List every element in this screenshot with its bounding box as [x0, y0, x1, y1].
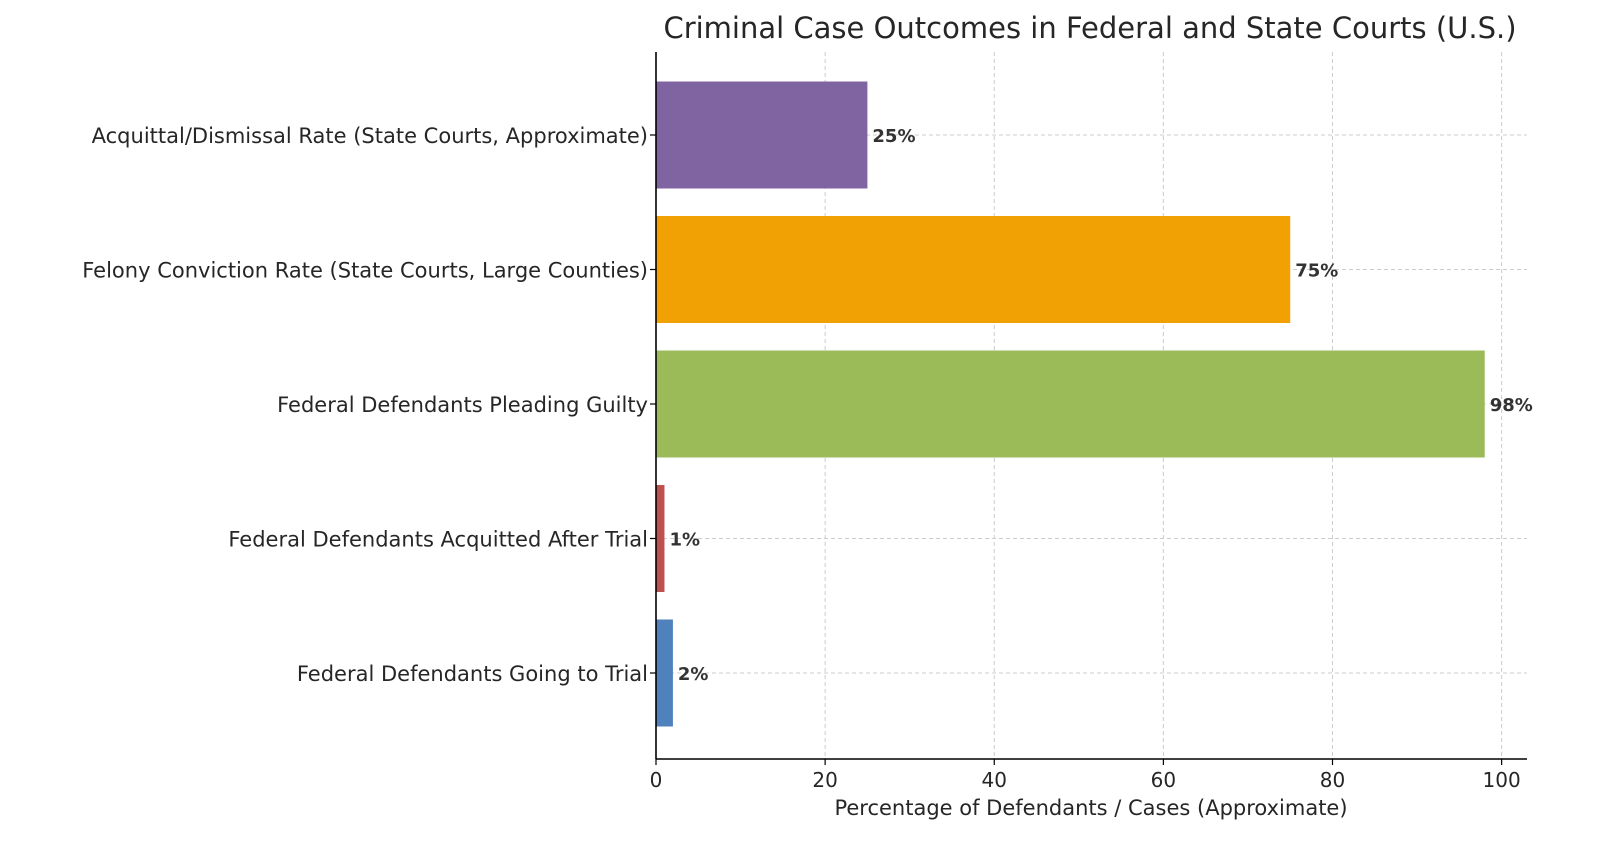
- bar: [656, 485, 665, 592]
- x-tick-label: 0: [650, 768, 663, 792]
- x-axis-ticks: 0 20 40 60 80 100: [650, 759, 1521, 792]
- bar: [656, 350, 1485, 458]
- bar: [656, 619, 673, 727]
- y-tick-label: Federal Defendants Acquitted After Trial: [228, 528, 648, 552]
- y-tick-label: Felony Conviction Rate (State Courts, La…: [82, 259, 648, 283]
- bar: [656, 216, 1291, 323]
- y-tick-label: Federal Defendants Pleading Guilty: [277, 393, 648, 417]
- x-axis-label: Percentage of Defendants / Cases (Approx…: [834, 796, 1347, 820]
- y-tick-label: Acquittal/Dismissal Rate (State Courts, …: [92, 124, 648, 148]
- data-label: 1%: [669, 530, 700, 551]
- x-tick-label: 40: [982, 768, 1007, 792]
- x-tick-label: 80: [1320, 768, 1345, 792]
- x-tick-label: 20: [812, 768, 837, 792]
- data-label: 75%: [1295, 261, 1338, 282]
- x-tick-label: 60: [1151, 768, 1176, 792]
- bar: [656, 81, 868, 189]
- bars: [656, 81, 1485, 727]
- chart-title: Criminal Case Outcomes in Federal and St…: [663, 11, 1516, 45]
- data-label: 25%: [872, 126, 915, 147]
- data-label: 98%: [1490, 395, 1533, 416]
- data-labels: 2% 1% 98% 75% 25%: [669, 126, 1532, 685]
- y-axis-ticks: Federal Defendants Going to Trial Federal…: [82, 124, 656, 686]
- y-tick-label: Federal Defendants Going to Trial: [297, 662, 648, 686]
- data-label: 2%: [678, 664, 709, 685]
- x-tick-label: 100: [1483, 768, 1521, 792]
